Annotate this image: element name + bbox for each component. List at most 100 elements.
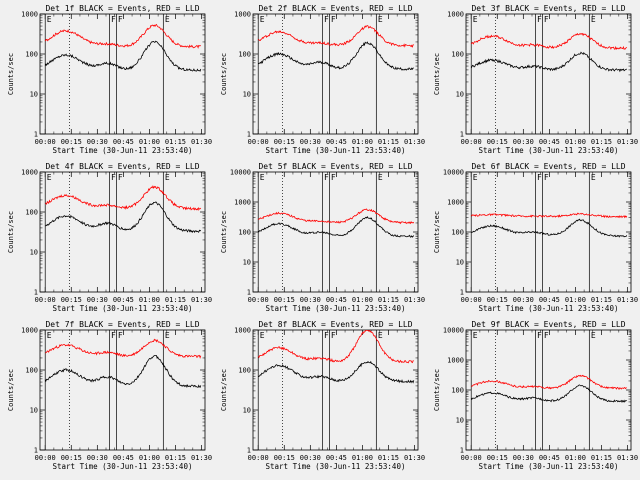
- detector-panel-8: Det 8f BLACK = Events, RED = LLD 1 10 100 10…: [220, 320, 425, 471]
- x-tick-label: 01:30: [191, 296, 212, 304]
- x-tick-label: 00:30: [300, 296, 321, 304]
- events-series-line: [470, 384, 627, 404]
- panel-title: Det 3f BLACK = Events, RED = LLD: [471, 4, 625, 13]
- x-tick-label: 01:15: [591, 454, 612, 462]
- panel-title: Det 9f BLACK = Events, RED = LLD: [471, 320, 625, 329]
- marker-label: E: [378, 173, 383, 182]
- x-axis-label: Start Time (30-Jun-11 23:53:40): [53, 462, 193, 471]
- plot-frame: [465, 13, 632, 135]
- y-tick-label: 1: [247, 131, 251, 139]
- x-tick-label: 01:15: [165, 296, 186, 304]
- marker-label: F: [537, 331, 542, 340]
- y-axis-label: Counts/sec: [7, 211, 15, 253]
- y-axis-label: Counts/sec: [7, 369, 15, 411]
- plot-frame: [465, 171, 632, 293]
- x-tick-label: 01:00: [139, 296, 160, 304]
- x-axis-label: Start Time (30-Jun-11 23:53:40): [266, 146, 406, 155]
- y-tick-label: 10: [243, 407, 251, 415]
- y-tick-label: 1000: [21, 169, 38, 177]
- y-axis-label: Counts/sec: [7, 53, 15, 95]
- marker-label: E: [260, 15, 265, 24]
- plot-frame: [39, 13, 206, 135]
- y-tick-label: 100: [238, 51, 251, 59]
- marker-label: F: [331, 331, 336, 340]
- y-tick-label: 10000: [443, 327, 464, 335]
- x-tick-label: 01:00: [352, 138, 373, 146]
- y-tick-label: 10: [243, 91, 251, 99]
- y-tick-label: 10000: [230, 169, 251, 177]
- x-tick-label: 01:00: [565, 138, 586, 146]
- plot-frame: [252, 329, 419, 451]
- y-tick-label: 10: [30, 91, 38, 99]
- lld-series-line: [470, 32, 627, 50]
- x-axis-label: Start Time (30-Jun-11 23:53:40): [53, 146, 193, 155]
- x-tick-label: 01:30: [404, 454, 425, 462]
- events-series-line: [45, 201, 202, 234]
- x-tick-label: 01:30: [404, 138, 425, 146]
- x-tick-label: 00:45: [539, 454, 560, 462]
- lld-series-line: [470, 212, 628, 219]
- y-axis-label: Counts/sec: [220, 369, 228, 411]
- y-tick-label: 1: [34, 289, 38, 297]
- y-tick-label: 1: [460, 447, 464, 455]
- y-tick-label: 1000: [21, 327, 38, 335]
- events-series-line: [44, 354, 202, 388]
- x-tick-label: 00:30: [87, 454, 108, 462]
- y-tick-label: 100: [25, 51, 38, 59]
- x-tick-label: 00:45: [539, 138, 560, 146]
- x-tick-label: 01:30: [191, 138, 212, 146]
- marker-label: F: [544, 173, 549, 182]
- plot-frame: [39, 329, 206, 451]
- x-tick-label: 00:00: [35, 454, 56, 462]
- detector-panel-5: Det 5f BLACK = Events, RED = LLD 1 10 100 10…: [220, 162, 425, 313]
- marker-label: E: [378, 15, 383, 24]
- x-tick-label: 01:30: [617, 296, 638, 304]
- y-tick-label: 1000: [447, 199, 464, 207]
- panel-title: Det 5f BLACK = Events, RED = LLD: [258, 162, 412, 171]
- y-tick-label: 10: [30, 407, 38, 415]
- y-tick-label: 10: [456, 91, 464, 99]
- marker-label: F: [324, 15, 329, 24]
- y-tick-label: 100: [238, 229, 251, 237]
- events-series-line: [471, 218, 628, 238]
- x-axis-label: Start Time (30-Jun-11 23:53:40): [266, 462, 406, 471]
- marker-label: E: [378, 331, 383, 340]
- marker-label: F: [331, 15, 336, 24]
- x-tick-label: 01:15: [378, 138, 399, 146]
- panel-title: Det 6f BLACK = Events, RED = LLD: [471, 162, 625, 171]
- y-tick-label: 100: [238, 367, 251, 375]
- marker-label: E: [473, 173, 478, 182]
- x-tick-label: 00:45: [326, 454, 347, 462]
- panel-title: Det 7f BLACK = Events, RED = LLD: [45, 320, 199, 329]
- x-tick-label: 00:30: [513, 296, 534, 304]
- y-tick-label: 10000: [443, 169, 464, 177]
- x-tick-label: 01:30: [617, 454, 638, 462]
- plot-frame: [465, 329, 632, 451]
- y-tick-label: 1: [34, 447, 38, 455]
- x-tick-label: 01:15: [591, 138, 612, 146]
- y-tick-label: 1: [460, 131, 464, 139]
- x-tick-label: 01:00: [565, 454, 586, 462]
- marker-label: F: [118, 331, 123, 340]
- events-series-line: [258, 360, 415, 384]
- lld-series-line: [257, 208, 415, 225]
- x-axis-label: Start Time (30-Jun-11 23:53:40): [479, 462, 619, 471]
- x-tick-label: 00:30: [513, 138, 534, 146]
- marker-label: E: [591, 173, 596, 182]
- y-tick-label: 1000: [234, 199, 251, 207]
- marker-label: F: [324, 173, 329, 182]
- y-tick-label: 1000: [447, 357, 464, 365]
- x-tick-label: 00:00: [248, 454, 269, 462]
- marker-label: F: [537, 173, 542, 182]
- y-tick-label: 100: [451, 51, 464, 59]
- x-tick-label: 00:00: [461, 138, 482, 146]
- marker-label: E: [260, 173, 265, 182]
- detector-panel-4: Det 4f BLACK = Events, RED = LLD 1 10 100 10…: [7, 162, 212, 313]
- detector-panel-9: Det 9f BLACK = Events, RED = LLD 1 10 100 10…: [433, 320, 638, 471]
- y-tick-label: 1000: [234, 327, 251, 335]
- y-tick-label: 100: [25, 209, 38, 217]
- marker-label: F: [118, 15, 123, 24]
- x-tick-label: 00:15: [274, 454, 295, 462]
- y-axis-label: Counts/sec: [220, 211, 228, 253]
- events-series-line: [258, 41, 414, 71]
